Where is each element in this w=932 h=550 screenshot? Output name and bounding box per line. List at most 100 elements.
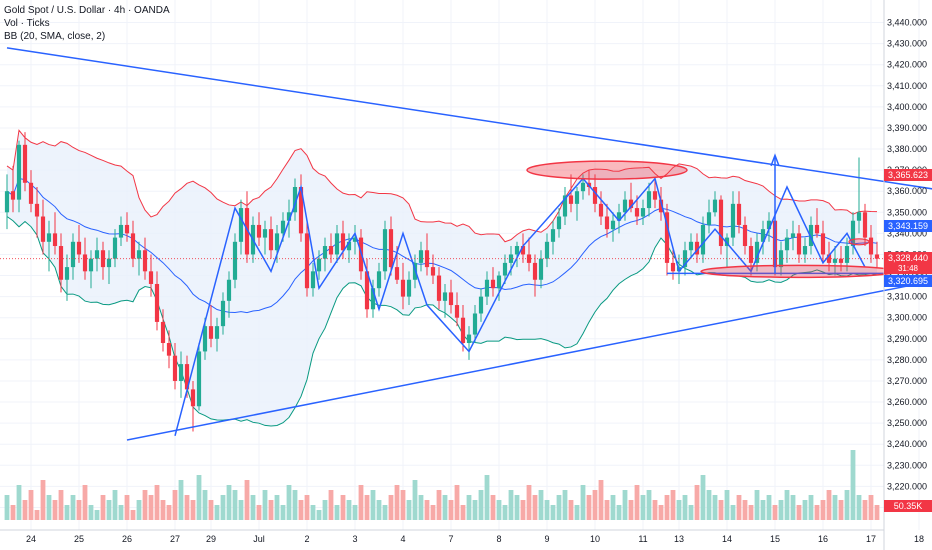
volume-bar xyxy=(856,495,862,520)
candle-body xyxy=(640,208,646,217)
volume-bar xyxy=(562,490,568,520)
volume-bar xyxy=(370,490,376,520)
volume-bar xyxy=(850,450,856,520)
volume-bar xyxy=(490,495,496,520)
candle-body xyxy=(52,233,58,247)
volume-bar xyxy=(142,490,148,520)
candle-body xyxy=(238,208,244,242)
volume-bar xyxy=(466,495,472,520)
candle-body xyxy=(856,212,862,221)
volume-bar xyxy=(136,500,142,520)
volume-bar xyxy=(40,480,46,520)
candle-body xyxy=(298,186,304,234)
volume-bar xyxy=(322,500,328,520)
candle-body xyxy=(316,258,322,272)
candle-body xyxy=(166,343,172,356)
candle-body xyxy=(742,224,748,247)
volume-bar xyxy=(502,505,508,520)
bar-countdown-timer: 31:48 xyxy=(884,264,932,274)
volume-bar xyxy=(610,495,616,520)
candle-body xyxy=(574,191,580,204)
volume-bar xyxy=(154,485,160,520)
candle-body xyxy=(64,267,70,280)
candle-body xyxy=(34,203,40,217)
y-tick-label: 3,300.000 xyxy=(887,313,927,323)
volume-bar xyxy=(298,500,304,520)
volume-bar xyxy=(418,495,424,520)
bollinger-band-fill xyxy=(6,129,878,427)
candle-body xyxy=(46,233,52,242)
volume-bar xyxy=(646,490,652,520)
drawings xyxy=(0,47,932,441)
y-tick-label: 3,390.000 xyxy=(887,123,927,133)
candle-body xyxy=(616,212,622,221)
candle-body xyxy=(220,300,226,327)
candle-body xyxy=(568,195,574,204)
bollinger-upper-line xyxy=(6,129,878,243)
candle-body xyxy=(160,321,166,344)
candle-body xyxy=(502,262,508,276)
volume-bar xyxy=(448,500,454,520)
volume-bar xyxy=(514,495,520,520)
chart-legend: Gold Spot / U.S. Dollar · 4h · OANDA Vol… xyxy=(4,4,170,43)
volume-bar xyxy=(292,490,298,520)
candle-body xyxy=(634,208,640,217)
candle-body xyxy=(478,296,484,314)
candle-body xyxy=(58,246,64,280)
candle-body xyxy=(862,212,868,238)
candle-body xyxy=(10,191,16,200)
candle-body xyxy=(760,229,766,242)
volume-bar xyxy=(166,505,172,520)
candle-body xyxy=(430,267,436,276)
volume-bar xyxy=(658,505,664,520)
volume-bar xyxy=(460,505,466,520)
candle-body xyxy=(328,246,334,255)
candle-body xyxy=(496,275,502,289)
volume-bar xyxy=(70,495,76,520)
y-tick-label: 3,420.000 xyxy=(887,60,927,70)
volume-bar xyxy=(10,505,16,520)
volume-indicator-label[interactable]: Vol · Ticks xyxy=(4,18,50,29)
candle-body xyxy=(544,241,550,259)
volume-bar xyxy=(316,510,322,520)
candle-body xyxy=(400,279,406,297)
volume-bar xyxy=(34,510,40,520)
volume-bar xyxy=(538,490,544,520)
volume-bar xyxy=(340,495,346,520)
volume-bar xyxy=(214,505,220,520)
y-tick-label: 3,270.000 xyxy=(887,376,927,386)
x-tick-label: 24 xyxy=(26,534,36,544)
candle-body xyxy=(310,271,316,289)
x-tick-label: 9 xyxy=(544,534,549,544)
candle-body xyxy=(118,224,124,238)
y-tick-label: 3,440.000 xyxy=(887,18,927,28)
volume-bar xyxy=(46,495,52,520)
candle-body xyxy=(184,364,190,390)
candle-body xyxy=(376,271,382,289)
x-tick-label: 15 xyxy=(770,534,780,544)
bollinger-indicator-label[interactable]: BB (20, SMA, close, 2) xyxy=(4,31,106,42)
candlesticks xyxy=(4,132,880,432)
volume-bar xyxy=(802,500,808,520)
volume-bar xyxy=(178,480,184,520)
volume-bar xyxy=(670,490,676,520)
candle-body xyxy=(562,195,568,217)
volume-bar xyxy=(652,500,658,520)
volume-bar xyxy=(208,500,214,520)
candle-body xyxy=(712,199,718,213)
y-tick-label: 3,220.000 xyxy=(887,481,927,491)
volume-bar xyxy=(712,495,718,520)
volume-bar xyxy=(676,500,682,520)
volume-bar xyxy=(406,500,412,520)
volume-bar xyxy=(100,495,106,520)
volume-bar xyxy=(238,500,244,520)
candle-body xyxy=(274,233,280,251)
x-tick-label: 13 xyxy=(674,534,684,544)
volume-bar xyxy=(844,490,850,520)
x-tick-label: 14 xyxy=(722,534,732,544)
volume-bar xyxy=(76,500,82,520)
symbol-title[interactable]: Gold Spot / U.S. Dollar · 4h · OANDA xyxy=(4,5,170,16)
candle-body xyxy=(40,216,46,242)
candle-body xyxy=(268,229,274,251)
